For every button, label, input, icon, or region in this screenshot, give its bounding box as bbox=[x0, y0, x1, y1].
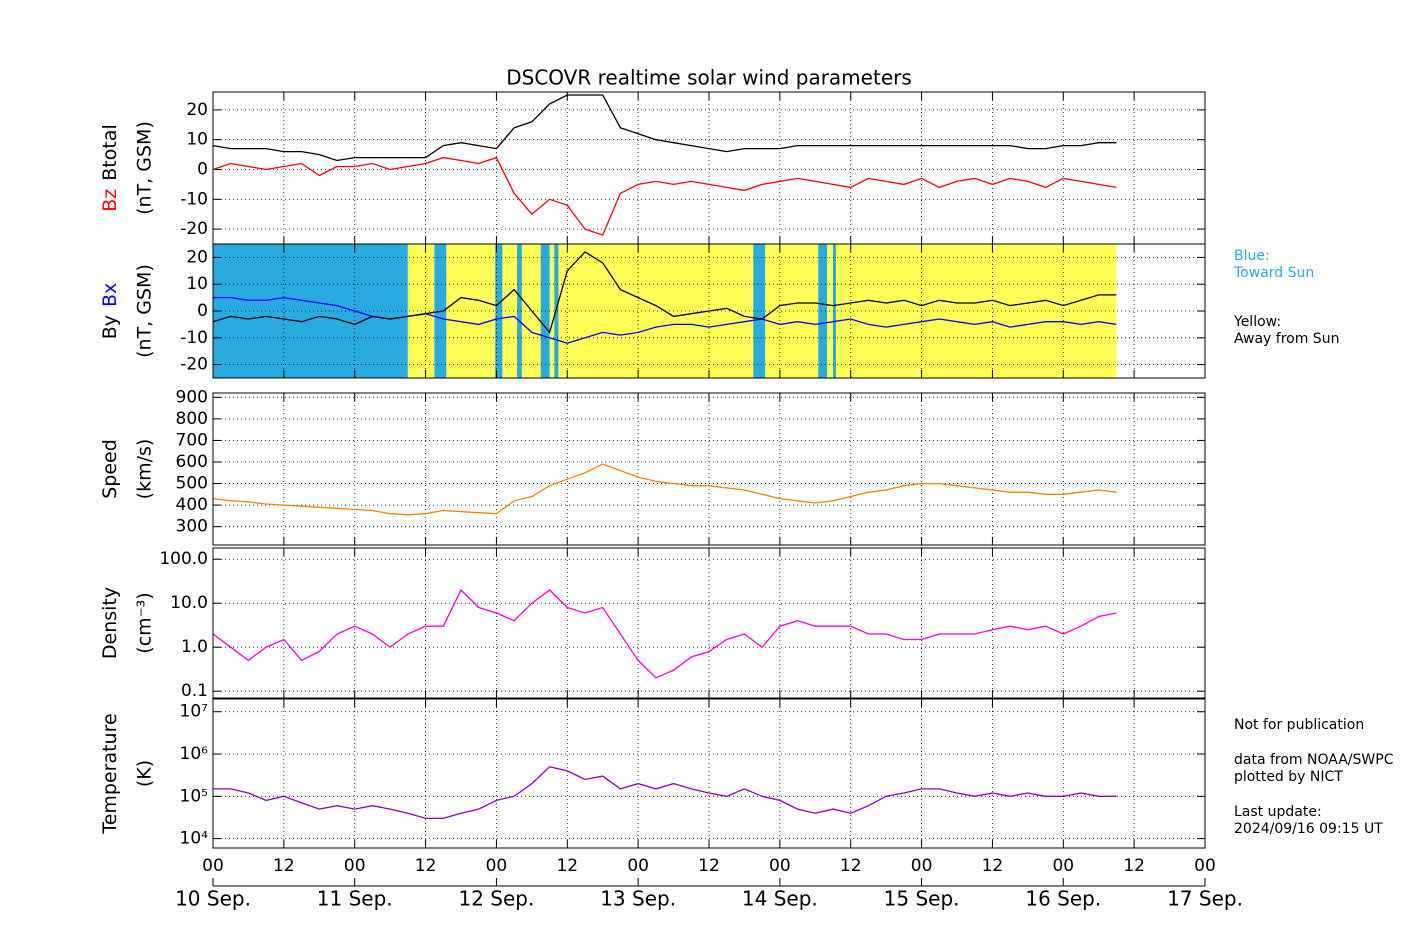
y-tick-label: 600 bbox=[176, 452, 208, 472]
note: Toward Sun bbox=[1233, 265, 1314, 281]
line-series bbox=[212, 463, 1117, 516]
note: plotted by NICT bbox=[1234, 769, 1343, 785]
line-series bbox=[212, 94, 1117, 162]
y-tick-label: 1.0 bbox=[181, 637, 208, 657]
y-axis-label-part: Bz bbox=[99, 189, 121, 212]
x-tick-label: 00 bbox=[202, 856, 224, 876]
y-tick-label: 0 bbox=[197, 159, 208, 179]
date-tick-label: 13 Sep. bbox=[600, 887, 676, 911]
panel: 10⁴ 10⁵ 10⁶ 10⁷ Temperature (K) bbox=[99, 698, 1206, 849]
y-tick-label: 10⁶ bbox=[180, 744, 209, 764]
x-tick-label: 12 bbox=[415, 856, 437, 876]
y-tick-label: 900 bbox=[176, 387, 208, 407]
y-axis-label-part: Temperature bbox=[99, 713, 121, 834]
x-tick-label: 12 bbox=[982, 856, 1004, 876]
y-axis-unit: (cm⁻³) bbox=[134, 592, 156, 653]
note: data from NOAA/SWPC bbox=[1234, 752, 1394, 768]
note: 2024/09/16 09:15 UT bbox=[1234, 821, 1383, 837]
y-tick-label: 10 bbox=[186, 130, 208, 150]
x-tick-label: 00 bbox=[1194, 856, 1216, 876]
y-axis-label: Density bbox=[99, 587, 121, 659]
sector bbox=[517, 244, 522, 378]
x-tick-label: 00 bbox=[344, 856, 366, 876]
y-tick-label: 400 bbox=[176, 495, 208, 515]
y-tick-label: 700 bbox=[176, 430, 208, 450]
y-tick-label: 10 bbox=[186, 274, 208, 294]
sector bbox=[753, 244, 766, 378]
panel: -20 -10 0 10 20 By Bx (nT, GSM) bbox=[99, 243, 1206, 379]
x-tick-label: 00 bbox=[486, 856, 508, 876]
y-tick-label: 10⁷ bbox=[180, 702, 209, 722]
y-tick-label: 10⁴ bbox=[180, 829, 209, 849]
y-axis-unit: (K) bbox=[134, 760, 156, 787]
line-series bbox=[213, 766, 1117, 820]
line-series bbox=[213, 296, 1117, 344]
chart-title: DSCOVR realtime solar wind parameters bbox=[506, 66, 912, 90]
date-tick-label: 12 Sep. bbox=[458, 887, 534, 911]
y-axis-unit: (nT, GSM) bbox=[134, 121, 156, 215]
y-tick-label: 10.0 bbox=[170, 593, 208, 613]
y-axis-label-part: Density bbox=[99, 587, 121, 659]
date-tick-label: 15 Sep. bbox=[884, 887, 960, 911]
x-tick-label: 12 bbox=[556, 856, 578, 876]
panel-frame bbox=[212, 392, 1206, 546]
y-axis-label: By Bx bbox=[99, 283, 121, 340]
y-tick-label: 300 bbox=[176, 517, 208, 537]
y-tick-label: 100.0 bbox=[159, 549, 208, 569]
y-tick-label: -20 bbox=[180, 355, 208, 375]
y-axis-label-part: Speed bbox=[99, 439, 121, 499]
date-tick-label: 11 Sep. bbox=[317, 887, 393, 911]
line-series bbox=[212, 251, 1117, 334]
note: Away from Sun bbox=[1234, 331, 1339, 347]
y-tick-label: 800 bbox=[176, 409, 208, 429]
panel-frame bbox=[212, 547, 1206, 699]
y-axis-label-part: By bbox=[99, 315, 121, 339]
panel: -20 -10 0 10 20 Bz Btotal (nT, GSM) bbox=[99, 91, 1206, 245]
y-axis-label: Temperature bbox=[99, 713, 121, 834]
line-series bbox=[212, 156, 1117, 236]
sector bbox=[213, 244, 408, 378]
panel-frame bbox=[212, 243, 1206, 379]
y-axis-label: Speed bbox=[99, 439, 121, 499]
x-tick-label: 12 bbox=[273, 856, 295, 876]
y-tick-label: -10 bbox=[180, 328, 208, 348]
x-tick-label: 00 bbox=[1052, 856, 1074, 876]
x-tick-label: 00 bbox=[769, 856, 791, 876]
note: Last update: bbox=[1234, 804, 1322, 820]
note: Not for publication bbox=[1234, 717, 1364, 733]
sector bbox=[495, 244, 503, 378]
y-tick-label: 20 bbox=[186, 100, 208, 120]
y-tick-label: 0 bbox=[197, 301, 208, 321]
sector bbox=[833, 244, 836, 378]
y-tick-label: 20 bbox=[186, 247, 208, 267]
y-axis-label: Bz Btotal bbox=[99, 124, 121, 212]
y-axis-unit: (nT, GSM) bbox=[134, 264, 156, 358]
x-tick-label: 00 bbox=[911, 856, 933, 876]
y-tick-label: 10⁵ bbox=[180, 786, 208, 806]
note: Yellow: bbox=[1233, 314, 1281, 330]
x-tick-label: 12 bbox=[698, 856, 720, 876]
x-tick-label: 12 bbox=[1123, 856, 1145, 876]
date-tick-label: 10 Sep. bbox=[175, 887, 251, 911]
panel-frame bbox=[212, 698, 1206, 849]
y-tick-label: -10 bbox=[180, 189, 208, 209]
y-axis-unit: (km/s) bbox=[134, 439, 156, 500]
y-tick-label: 0.1 bbox=[181, 681, 208, 701]
date-tick-label: 17 Sep. bbox=[1167, 887, 1243, 911]
date-tick-label: 16 Sep. bbox=[1025, 887, 1101, 911]
y-axis-label-part: Bx bbox=[99, 283, 121, 307]
sector bbox=[818, 244, 828, 378]
x-tick-label: 12 bbox=[840, 856, 862, 876]
y-axis-label-part: Btotal bbox=[99, 124, 121, 180]
x-tick-label: 00 bbox=[627, 856, 649, 876]
panel: 0.1 1.0 10.0 100.0 Density (cm⁻³) bbox=[99, 547, 1206, 701]
y-tick-label: 500 bbox=[176, 474, 208, 494]
line-series bbox=[212, 588, 1117, 679]
note: Blue: bbox=[1234, 248, 1270, 264]
date-tick-label: 14 Sep. bbox=[742, 887, 818, 911]
y-tick-label: -20 bbox=[180, 219, 208, 239]
